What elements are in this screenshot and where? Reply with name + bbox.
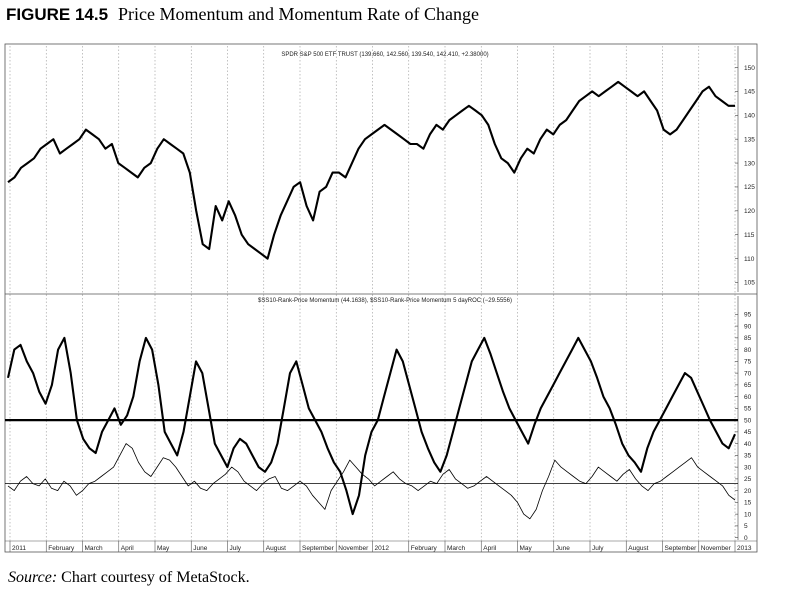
momentum-panel-title: $SS10-Rank-Price Momentum (44.1638), $SS… xyxy=(258,298,512,304)
y-tick-label: 110 xyxy=(744,256,755,263)
y-tick-label: 145 xyxy=(744,89,755,96)
month-label: July xyxy=(592,545,604,552)
y-tick-label: 150 xyxy=(744,65,755,72)
month-label: September xyxy=(665,545,698,552)
y-tick-label: 90 xyxy=(744,323,752,330)
source-label: Source: xyxy=(8,569,58,586)
month-label: August xyxy=(266,545,286,552)
series-lines xyxy=(6,80,736,520)
month-label: May xyxy=(157,545,170,552)
month-label: September xyxy=(302,545,335,552)
y-tick-label: 15 xyxy=(744,500,752,507)
y-tick-label: 105 xyxy=(744,280,755,287)
momentum-line xyxy=(6,336,736,516)
month-label: May xyxy=(520,545,533,552)
month-label: 2012 xyxy=(375,545,390,552)
figure-caption: Price Momentum and Momentum Rate of Chan… xyxy=(118,4,479,24)
month-label: November xyxy=(338,545,369,552)
month-label: March xyxy=(85,545,103,552)
y-tick-label: 85 xyxy=(744,335,752,342)
y-tick-label: 75 xyxy=(744,359,752,366)
y-tick-label: 65 xyxy=(744,382,752,389)
month-label: July xyxy=(230,545,242,552)
y-tick-label: 50 xyxy=(744,417,752,424)
price-line xyxy=(7,80,735,260)
y-tick-label: 70 xyxy=(744,370,752,377)
source-note: Source: Chart courtesy of MetaStock. xyxy=(8,569,250,587)
y-tick-label: 130 xyxy=(744,160,755,167)
y-tick-label: 40 xyxy=(744,441,752,448)
month-label: April xyxy=(121,545,135,552)
vertical-gridlines xyxy=(9,46,736,552)
price-y-ticks: 105 110 115 120 125 130 135 140 145 150 xyxy=(735,46,755,292)
figure-number: FIGURE 14.5 xyxy=(6,5,109,24)
y-tick-label: 140 xyxy=(744,113,755,120)
month-label: April xyxy=(483,545,497,552)
month-label: March xyxy=(447,545,465,552)
month-label: February xyxy=(48,545,75,552)
y-tick-label: 45 xyxy=(744,429,752,436)
y-tick-label: 80 xyxy=(744,347,752,354)
month-label: November xyxy=(701,545,732,552)
y-tick-label: 0 xyxy=(744,535,748,542)
y-tick-label: 95 xyxy=(744,312,752,319)
source-text: Chart courtesy of MetaStock. xyxy=(61,569,250,586)
reference-lines xyxy=(5,419,738,484)
y-tick-label: 60 xyxy=(744,394,752,401)
month-label: February xyxy=(411,545,438,552)
month-label: June xyxy=(556,545,570,552)
y-tick-label: 115 xyxy=(744,232,755,239)
y-tick-label: 30 xyxy=(744,464,752,471)
y-tick-label: 25 xyxy=(744,476,752,483)
month-label: 2013 xyxy=(737,545,752,552)
month-labels: 2011 February March April May June July August S… xyxy=(12,545,752,552)
month-label: August xyxy=(628,545,648,552)
y-tick-label: 120 xyxy=(744,208,755,215)
y-tick-label: 5 xyxy=(744,523,748,530)
month-label: June xyxy=(193,545,207,552)
month-label: 2011 xyxy=(12,545,26,552)
y-tick-label: 35 xyxy=(744,453,752,460)
figure-title: FIGURE 14.5 Price Momentum and Momentum R… xyxy=(6,4,479,25)
y-tick-label: 55 xyxy=(744,406,752,413)
y-tick-label: 10 xyxy=(744,511,752,518)
momentum-y-ticks: 0 5 10 15 20 25 30 35 40 45 50 55 60 65 70 75 80 85 90 95 xyxy=(735,296,752,542)
y-tick-label: 125 xyxy=(744,184,755,191)
y-tick-label: 20 xyxy=(744,488,752,495)
y-tick-label: 135 xyxy=(744,136,755,143)
price-panel-title: SPDR S&P 500 ETF TRUST (139.660, 142.560… xyxy=(281,52,488,58)
momentum-roc-line xyxy=(7,443,736,520)
